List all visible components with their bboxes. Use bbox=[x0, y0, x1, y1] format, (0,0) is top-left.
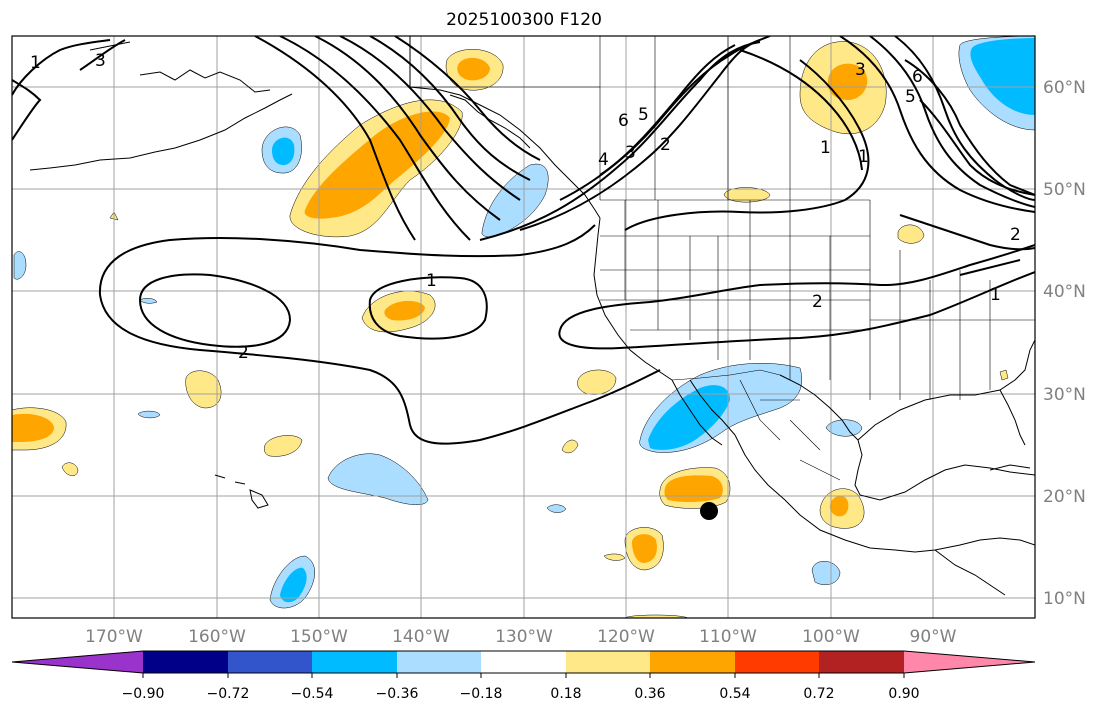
colorbar-tick-label: 0.36 bbox=[634, 686, 665, 702]
colorbar-segment bbox=[650, 651, 735, 673]
negative-anomaly-hudson-core bbox=[970, 38, 1035, 115]
negative-anomaly-small-3 bbox=[811, 561, 841, 585]
lon-tick-label: 170°W bbox=[85, 627, 143, 647]
anomaly-contours bbox=[12, 36, 1035, 445]
storm-center-dot bbox=[700, 502, 718, 520]
colorbar-tick-label: 0.18 bbox=[550, 686, 581, 702]
colorbar-extend-low bbox=[12, 651, 143, 673]
positive-anomaly-small-4 bbox=[561, 439, 579, 454]
colorbar-tick-label: 0.72 bbox=[803, 686, 834, 702]
lat-tick-label: 30°N bbox=[1043, 385, 1086, 405]
positive-anomaly-canada-core bbox=[827, 63, 868, 100]
positive-anomaly-mexico-coast-core bbox=[664, 475, 723, 503]
colorbar-segment bbox=[481, 651, 566, 673]
colorbar-tick-labels: −0.90 −0.72 −0.54 −0.36 −0.18 0.18 0.36 … bbox=[122, 686, 920, 702]
colorbar bbox=[11, 650, 1036, 678]
contour-label: 3 bbox=[95, 51, 106, 71]
colorbar-tick-label: −0.18 bbox=[460, 686, 503, 702]
lon-tick-label: 130°W bbox=[495, 627, 553, 647]
contour-label: 5 bbox=[638, 105, 649, 125]
lat-tick-label: 10°N bbox=[1043, 589, 1086, 609]
positive-anomaly-hawaii-north bbox=[185, 370, 222, 409]
longitude-labels: 170°W 160°W 150°W 140°W 130°W 120°W 110°… bbox=[85, 627, 957, 647]
colorbar-segment bbox=[143, 651, 228, 673]
colorbar-tick-label: −0.54 bbox=[291, 686, 334, 702]
lon-tick-label: 90°W bbox=[910, 627, 957, 647]
contour-label: 4 bbox=[598, 150, 609, 170]
positive-anomaly-central-pacific-core bbox=[384, 300, 425, 321]
colorbar-tick-label: 0.54 bbox=[719, 686, 750, 702]
positive-anomaly-small-3 bbox=[263, 435, 303, 457]
colorbar-segment bbox=[566, 651, 650, 673]
colorbar-tick-label: −0.36 bbox=[376, 686, 419, 702]
contour-label: 2 bbox=[238, 343, 249, 363]
contour-label: 1 bbox=[426, 271, 437, 291]
positive-anomaly-north-pacific-top-core bbox=[457, 57, 490, 81]
contour-label: 3 bbox=[625, 143, 636, 163]
negative-anomaly-small-2 bbox=[137, 410, 161, 419]
contour-label: 1 bbox=[990, 285, 1001, 305]
contour-label: 6 bbox=[618, 111, 629, 131]
positive-anomaly-great-lakes bbox=[897, 224, 925, 244]
positive-anomaly-small-6 bbox=[999, 369, 1009, 381]
colorbar-segment bbox=[819, 651, 904, 673]
contour-label: 6 bbox=[912, 67, 923, 87]
colorbar-segment bbox=[312, 651, 397, 673]
latitude-labels: 60°N 50°N 40°N 30°N 20°N 10°N bbox=[1043, 78, 1086, 609]
contour-label: 2 bbox=[660, 135, 671, 155]
map-frame bbox=[11, 35, 1036, 619]
negative-anomaly-south-pacific-core bbox=[280, 567, 307, 603]
lat-tick-label: 40°N bbox=[1043, 282, 1086, 302]
lon-tick-label: 110°W bbox=[699, 627, 757, 647]
positive-anomaly-east-pacific-core bbox=[632, 534, 657, 563]
positive-anomaly-small-5 bbox=[603, 553, 626, 561]
contour-label: 1 bbox=[30, 53, 41, 73]
positive-anomaly-west-edge-core bbox=[12, 413, 54, 442]
colorbar-tick-label: −0.72 bbox=[207, 686, 250, 702]
negative-anomaly-hawaii-east bbox=[327, 453, 429, 505]
contour-label: 2 bbox=[1010, 225, 1021, 245]
lon-tick-label: 150°W bbox=[290, 627, 348, 647]
colorbar-tick-label: −0.90 bbox=[122, 686, 165, 702]
colorbar-extend-high bbox=[904, 651, 1035, 673]
contour-label: 1 bbox=[820, 138, 831, 158]
lat-tick-label: 50°N bbox=[1043, 180, 1086, 200]
negative-anomaly-small-4 bbox=[546, 504, 567, 513]
negative-anomaly-baja-core bbox=[648, 385, 730, 450]
contour-label: 5 bbox=[905, 87, 916, 107]
lon-tick-label: 120°W bbox=[597, 627, 655, 647]
coastlines bbox=[29, 36, 1035, 596]
contour-label-group: 1 2 1 2 1 4 3 2 6 5 3 1 6 5 3 2 1 bbox=[30, 51, 1021, 363]
contour-label: 2 bbox=[812, 292, 823, 312]
lon-tick-label: 140°W bbox=[392, 627, 450, 647]
positive-anomaly-gulf-alaska-core bbox=[304, 111, 450, 219]
colorbar-tick-label: 0.90 bbox=[888, 686, 919, 702]
positive-anomaly-mexico-interior-core bbox=[829, 495, 849, 517]
lon-tick-label: 160°W bbox=[188, 627, 246, 647]
negative-anomaly-west-edge bbox=[13, 251, 27, 280]
contour-label: 3 bbox=[855, 60, 866, 80]
contour-label: 1 bbox=[858, 147, 869, 167]
political-borders bbox=[410, 36, 1035, 481]
figure-title: 2025100300 F120 bbox=[446, 10, 602, 30]
lat-tick-label: 60°N bbox=[1043, 78, 1086, 98]
lat-tick-label: 20°N bbox=[1043, 487, 1086, 507]
positive-anomaly-baja-north bbox=[577, 369, 617, 395]
colorbar-segment bbox=[228, 651, 312, 673]
negative-anomaly-gulf-mexico bbox=[825, 419, 863, 437]
negative-anomaly-alaska-south-core bbox=[272, 137, 295, 166]
lon-tick-label: 100°W bbox=[802, 627, 860, 647]
colorbar-segment bbox=[735, 651, 819, 673]
negative-anomaly-small-1 bbox=[139, 298, 158, 304]
positive-anomaly-small-1 bbox=[61, 462, 79, 476]
colorbar-segment bbox=[397, 651, 481, 673]
